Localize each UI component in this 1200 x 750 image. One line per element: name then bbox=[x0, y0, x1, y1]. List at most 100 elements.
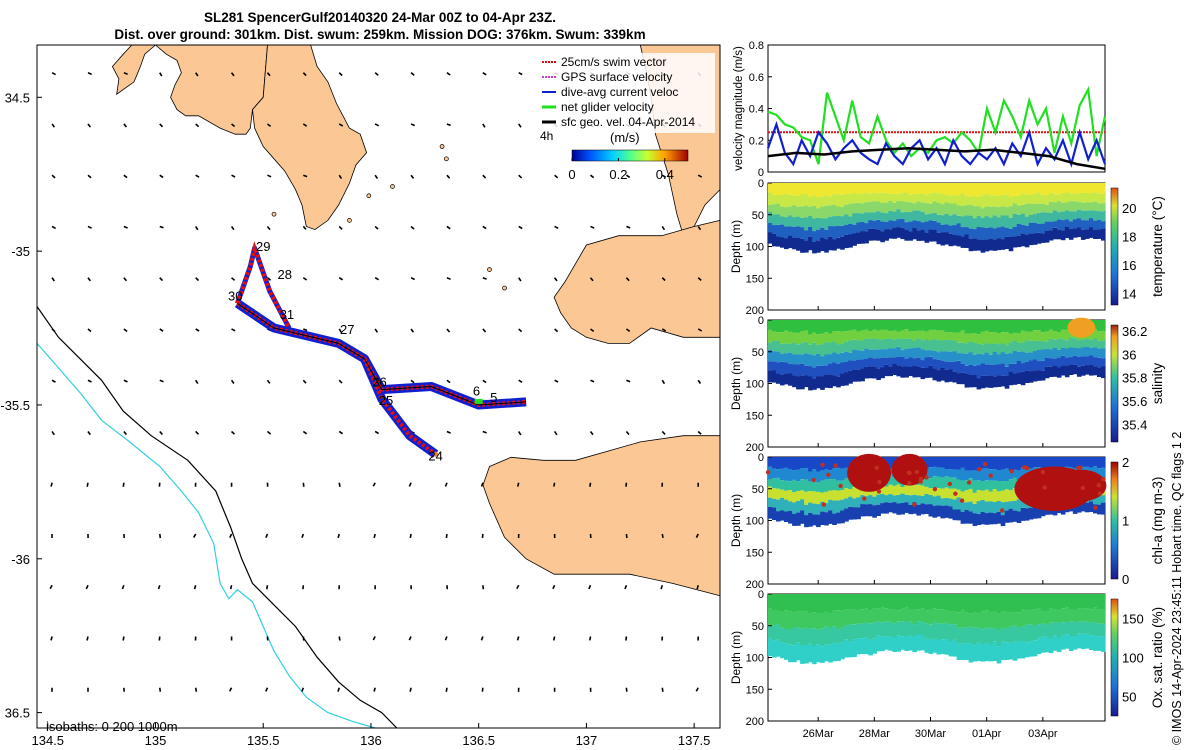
chl-point bbox=[1076, 465, 1081, 471]
heatmap-cell bbox=[1016, 511, 1022, 523]
heatmap-cell bbox=[1036, 457, 1042, 468]
heatmap-cell bbox=[892, 363, 897, 375]
heatmap-cell bbox=[776, 340, 781, 352]
heatmap-cell bbox=[1056, 457, 1062, 469]
heatmap-cell bbox=[984, 194, 990, 207]
heatmap-cell bbox=[832, 183, 837, 195]
heatmap-cell bbox=[780, 206, 785, 217]
heatmap-cell bbox=[948, 611, 954, 625]
heatmap-cell bbox=[808, 613, 813, 629]
heatmap-cell bbox=[792, 492, 797, 503]
heatmap-cell bbox=[1012, 500, 1018, 511]
heatmap-cell bbox=[996, 217, 1002, 228]
heatmap-cell bbox=[980, 320, 986, 332]
heatmap-cell bbox=[780, 642, 785, 659]
heatmap-cell bbox=[1012, 612, 1018, 626]
heatmap-cell bbox=[788, 343, 793, 353]
heatmap-cell bbox=[1032, 370, 1038, 382]
heatmap-cell bbox=[792, 342, 797, 355]
heatmap-cell bbox=[772, 361, 777, 371]
heatmap-cell bbox=[920, 495, 926, 504]
heatmap-cell bbox=[1101, 348, 1106, 359]
heatmap-cell bbox=[1080, 220, 1086, 230]
heatmap-cell bbox=[896, 331, 901, 339]
heatmap-cell bbox=[912, 502, 917, 514]
heatmap-cell bbox=[812, 378, 817, 390]
heatmap-cell bbox=[908, 194, 913, 203]
heatmap-cell bbox=[992, 611, 998, 629]
heatmap-cell bbox=[872, 212, 877, 221]
heatmap-cell bbox=[996, 646, 1002, 664]
heatmap-cell bbox=[812, 457, 817, 470]
heatmap-cell bbox=[1000, 226, 1006, 240]
heatmap-cell bbox=[988, 457, 994, 470]
heatmap-cell bbox=[920, 222, 926, 230]
heatmap-cell bbox=[864, 637, 869, 655]
heatmap-cell bbox=[820, 218, 825, 228]
heatmap-cell bbox=[1008, 342, 1014, 354]
heatmap-cell bbox=[940, 320, 946, 331]
heatmap-cell bbox=[796, 344, 801, 355]
heatmap-cell bbox=[888, 502, 893, 513]
heatmap-cell bbox=[1012, 226, 1018, 237]
heatmap-cell bbox=[964, 365, 970, 374]
heatmap-cell bbox=[944, 183, 950, 196]
heatmap-cell bbox=[880, 607, 885, 623]
heatmap-cell bbox=[828, 183, 833, 197]
sfc-vector bbox=[303, 174, 308, 178]
heatmap-cell bbox=[964, 227, 970, 235]
heatmap-cell bbox=[1000, 239, 1006, 250]
sfc-vector bbox=[661, 277, 666, 282]
depth-tick-label: 150 bbox=[746, 684, 764, 696]
heatmap-cell bbox=[916, 484, 921, 496]
heatmap-cell bbox=[824, 229, 829, 240]
heatmap-cell bbox=[1084, 229, 1090, 239]
heatmap-cell bbox=[968, 457, 974, 471]
heatmap-cell bbox=[1068, 193, 1074, 202]
heatmap-cell bbox=[944, 487, 950, 499]
heatmap-cell bbox=[840, 236, 845, 250]
heatmap-cell bbox=[812, 183, 817, 196]
heatmap-cell bbox=[992, 365, 998, 377]
heatmap-cell bbox=[908, 505, 913, 515]
sfc-vector bbox=[590, 328, 595, 333]
heatmap-cell bbox=[844, 320, 849, 332]
sfc-vector bbox=[195, 174, 200, 178]
heatmap-cell bbox=[780, 611, 785, 628]
sfc-vector bbox=[409, 687, 412, 692]
heatmap-cell bbox=[924, 594, 930, 611]
heatmap-cell bbox=[1089, 594, 1094, 610]
heatmap-cell bbox=[1093, 594, 1098, 608]
date-tick-label: 30Mar bbox=[915, 728, 947, 740]
heatmap-cell bbox=[828, 457, 833, 471]
heatmap-cell bbox=[784, 207, 789, 218]
heatmap-cell bbox=[940, 351, 946, 361]
depth-tick-label: 50 bbox=[752, 621, 764, 633]
heatmap-cell bbox=[820, 237, 825, 252]
heatmap-cell bbox=[968, 375, 974, 388]
heatmap-cell bbox=[1028, 360, 1034, 372]
sfc-vector bbox=[158, 687, 162, 692]
heatmap-cell bbox=[836, 457, 841, 468]
heatmap-cell bbox=[1000, 490, 1006, 503]
heatmap-cell bbox=[796, 206, 801, 217]
heatmap-cell bbox=[980, 481, 986, 491]
heatmap-cell bbox=[1052, 609, 1058, 623]
heatmap-cell bbox=[888, 484, 893, 494]
depth-tick-label: 200 bbox=[746, 716, 764, 728]
heatmap-cell bbox=[1101, 457, 1106, 468]
sfc-vector bbox=[338, 123, 344, 127]
heatmap-cell bbox=[980, 240, 986, 253]
sfc-vector bbox=[51, 328, 56, 333]
heatmap-cell bbox=[1036, 203, 1042, 213]
heatmap-cell bbox=[872, 358, 877, 367]
heatmap-cell bbox=[976, 227, 982, 240]
land-eyre-peninsula bbox=[111, 44, 268, 135]
heatmap-cell bbox=[1060, 356, 1066, 366]
heatmap-cell bbox=[996, 375, 1002, 387]
heatmap-cell bbox=[936, 476, 942, 489]
heatmap-cell bbox=[812, 332, 817, 343]
heatmap-cell bbox=[896, 200, 901, 210]
